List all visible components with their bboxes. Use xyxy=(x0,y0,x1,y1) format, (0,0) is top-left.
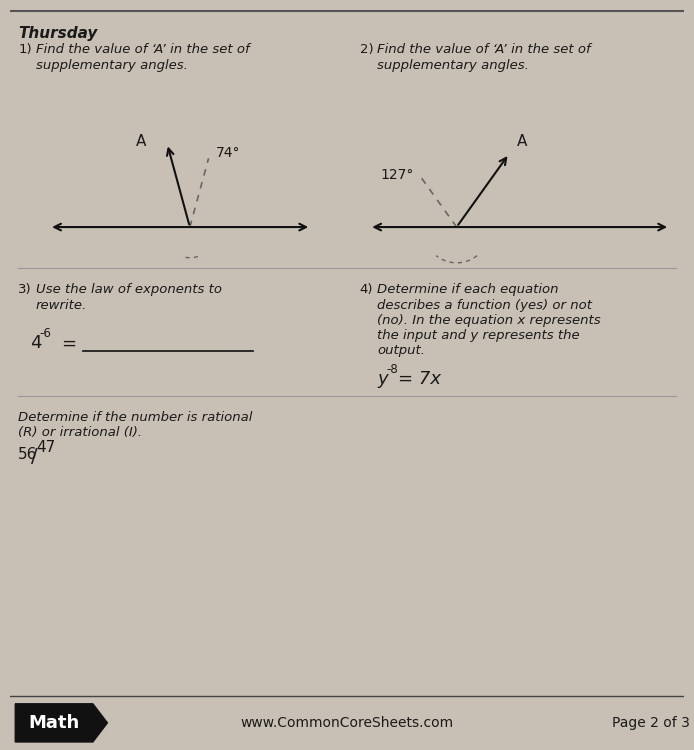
Text: (R) or irrational (I).: (R) or irrational (I). xyxy=(18,426,142,439)
Text: output.: output. xyxy=(377,344,425,358)
Text: /: / xyxy=(31,446,37,466)
Text: 2): 2) xyxy=(359,44,373,56)
Text: Page 2 of 3: Page 2 of 3 xyxy=(612,716,690,730)
Text: Determine if the number is rational: Determine if the number is rational xyxy=(18,411,253,424)
Text: -6: -6 xyxy=(40,327,51,340)
Text: 74°: 74° xyxy=(217,146,241,160)
Text: 4): 4) xyxy=(359,284,373,296)
Text: 4: 4 xyxy=(30,334,42,352)
Text: A: A xyxy=(135,134,146,149)
Text: www.CommonCoreSheets.com: www.CommonCoreSheets.com xyxy=(240,716,454,730)
Text: Thursday: Thursday xyxy=(18,26,98,41)
Text: y: y xyxy=(377,370,388,388)
Text: Math: Math xyxy=(28,714,80,732)
Text: Find the value of ‘A’ in the set of: Find the value of ‘A’ in the set of xyxy=(35,44,249,56)
Text: = 7x: = 7x xyxy=(398,370,441,388)
Text: rewrite.: rewrite. xyxy=(35,298,87,311)
Text: (no). In the equation x represents: (no). In the equation x represents xyxy=(377,314,601,327)
Text: describes a function (yes) or not: describes a function (yes) or not xyxy=(377,298,592,311)
Text: 3): 3) xyxy=(18,284,32,296)
Text: =: = xyxy=(61,334,76,352)
Text: the input and y represents the: the input and y represents the xyxy=(377,329,579,342)
Polygon shape xyxy=(15,704,108,742)
Text: 1): 1) xyxy=(18,44,32,56)
Text: Determine if each equation: Determine if each equation xyxy=(377,284,559,296)
Text: -8: -8 xyxy=(387,363,398,376)
Text: Use the law of exponents to: Use the law of exponents to xyxy=(35,284,221,296)
Text: supplementary angles.: supplementary angles. xyxy=(35,58,187,71)
Text: 47: 47 xyxy=(37,440,56,455)
Text: 127°: 127° xyxy=(380,168,414,182)
Text: 56: 56 xyxy=(18,446,37,461)
Text: Find the value of ‘A’ in the set of: Find the value of ‘A’ in the set of xyxy=(377,44,591,56)
Text: A: A xyxy=(517,134,527,149)
Text: supplementary angles.: supplementary angles. xyxy=(377,58,529,71)
